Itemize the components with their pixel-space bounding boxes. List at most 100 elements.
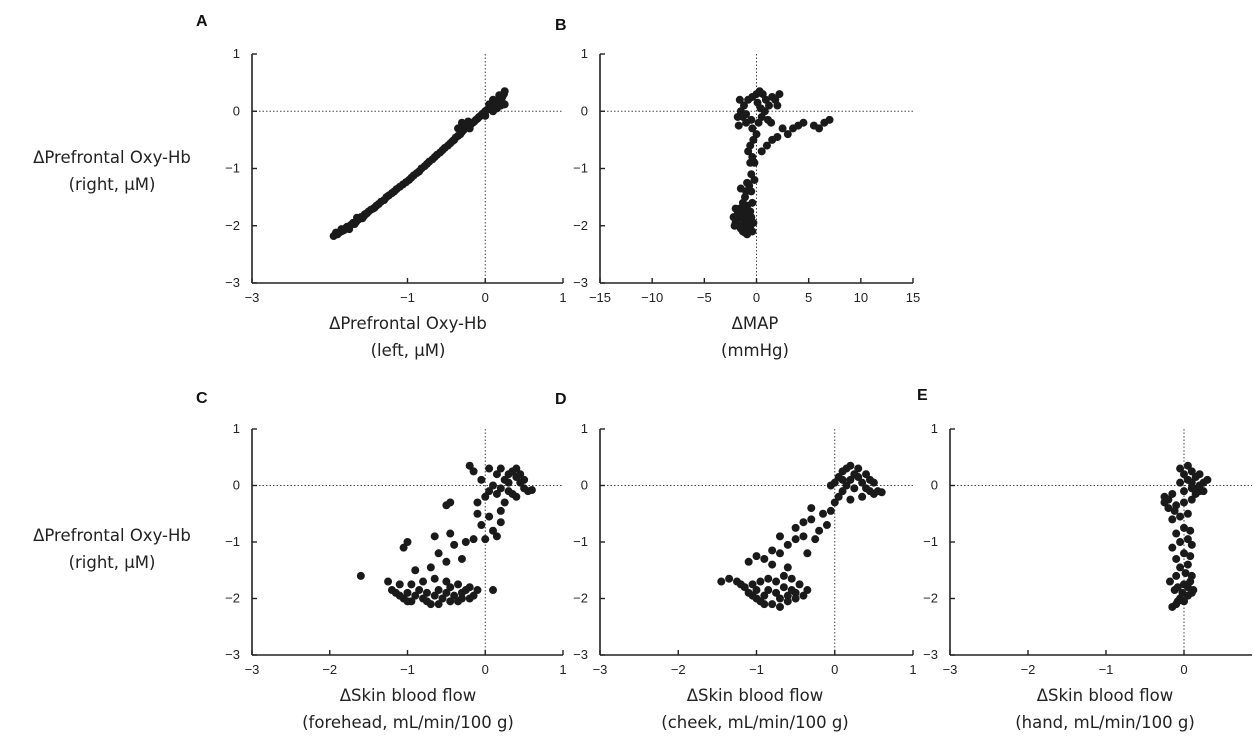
- data-point: [481, 111, 490, 120]
- x-axis-subtitle: (mmHg): [721, 341, 789, 360]
- data-point: [765, 101, 774, 110]
- data-point: [457, 594, 466, 603]
- panel-d: D −3 −2 −1 0 1 −3 −2 −1 0 1 ΔSkin blood flow (cheek,…: [555, 391, 917, 732]
- data-point: [469, 591, 478, 600]
- data-point: [739, 101, 748, 110]
- data-point: [799, 591, 808, 600]
- y-tick-label: −3: [225, 647, 240, 662]
- data-point: [1168, 515, 1177, 524]
- data-point: [461, 538, 470, 546]
- y-axis-subtitle: (right, μM): [69, 553, 156, 572]
- panel-letter: E: [917, 387, 928, 404]
- data-point: [838, 475, 847, 484]
- x-tick-label: 15: [906, 290, 920, 305]
- data-point: [492, 470, 501, 479]
- x-tick-label: −15: [589, 290, 611, 305]
- data-point: [752, 130, 761, 139]
- x-tick-label: −2: [1021, 662, 1036, 677]
- x-tick-label: 0: [753, 290, 760, 305]
- y-tick-label: 1: [931, 421, 938, 436]
- data-point: [1173, 583, 1182, 592]
- data-point: [779, 571, 788, 580]
- data-point: [1186, 526, 1195, 535]
- data-point: [496, 464, 505, 473]
- data-point: [783, 563, 792, 572]
- data-point: [757, 147, 766, 156]
- data-point: [495, 91, 504, 100]
- data-point: [850, 484, 859, 493]
- data-point: [858, 478, 867, 487]
- x-tick-label: 1: [559, 662, 566, 677]
- data-point: [877, 488, 886, 497]
- data-point: [512, 464, 521, 473]
- data-point: [750, 158, 759, 167]
- data-point: [489, 481, 498, 490]
- data-point: [500, 100, 509, 109]
- y-tick-label: −1: [923, 534, 938, 549]
- data-point: [337, 225, 346, 234]
- panel-letter: C: [196, 390, 208, 407]
- data-point: [826, 481, 835, 490]
- x-tick-label: −10: [641, 290, 663, 305]
- data-point: [717, 577, 726, 586]
- panel-c: C −3 −2 −1 0 1 −3 −2 −1 0 1 ΔSkin blood flow (forehe…: [33, 390, 567, 732]
- data-point: [477, 475, 486, 484]
- data-point: [846, 461, 855, 470]
- data-point: [1187, 540, 1196, 549]
- data-point: [422, 597, 431, 606]
- data-point: [430, 591, 439, 600]
- data-point: [768, 600, 777, 609]
- data-point: [446, 597, 455, 606]
- data-point: [1178, 588, 1187, 597]
- data-point: [783, 597, 792, 606]
- x-tick-label: −1: [1099, 662, 1114, 677]
- data-point: [527, 486, 536, 495]
- data-point: [1187, 478, 1196, 487]
- x-tick-label: 5: [805, 290, 812, 305]
- data-point: [411, 566, 420, 575]
- data-point: [778, 124, 787, 133]
- data-point: [803, 549, 812, 558]
- y-tick-label: −2: [225, 591, 240, 606]
- data-point: [1176, 512, 1185, 521]
- y-tick-label: −3: [573, 275, 588, 290]
- data-point: [1168, 489, 1177, 498]
- data-point: [419, 577, 428, 586]
- data-point: [862, 470, 871, 479]
- data-point: [740, 583, 749, 592]
- data-point: [469, 535, 478, 544]
- data-point: [1176, 563, 1185, 572]
- y-tick-label: −1: [225, 534, 240, 549]
- data-point: [1183, 461, 1192, 470]
- x-axis-subtitle: (cheek, mL/min/100 g): [661, 713, 848, 732]
- y-tick-label: −1: [573, 534, 588, 549]
- data-point: [1172, 571, 1181, 580]
- data-point: [360, 210, 369, 219]
- data-point: [1180, 470, 1188, 479]
- data-point: [473, 586, 482, 595]
- x-tick-label: 1: [909, 662, 916, 677]
- data-point: [1170, 506, 1179, 515]
- data-point: [749, 218, 758, 227]
- data-point: [735, 95, 744, 104]
- data-point: [1187, 571, 1196, 580]
- data-point: [775, 602, 784, 611]
- data-point: [1203, 475, 1212, 484]
- x-tick-label: 10: [854, 290, 868, 305]
- x-axis-title: ΔPrefrontal Oxy-Hb: [329, 314, 487, 333]
- data-point: [742, 187, 751, 196]
- panel-letter: A: [196, 13, 208, 30]
- y-tick-label: 1: [581, 46, 588, 61]
- data-point: [752, 552, 761, 561]
- data-point: [1183, 509, 1192, 518]
- panel-letter: D: [555, 391, 567, 408]
- y-tick-label: 1: [233, 46, 240, 61]
- data-point: [403, 597, 412, 606]
- data-point: [469, 467, 478, 476]
- x-axis-subtitle: (left, μM): [371, 341, 446, 360]
- y-tick-label: −2: [573, 591, 588, 606]
- data-point: [825, 115, 834, 124]
- data-point: [457, 554, 466, 563]
- x-tick-label: 0: [1180, 662, 1187, 677]
- data-point: [791, 588, 800, 597]
